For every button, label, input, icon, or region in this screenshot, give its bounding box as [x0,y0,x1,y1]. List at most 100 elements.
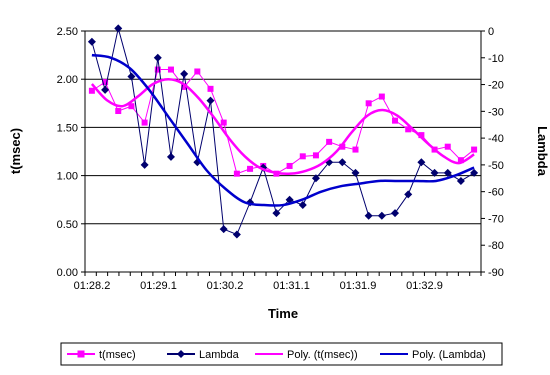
data-point-t-msec [141,119,148,126]
data-point-lambda [153,53,162,62]
left-tick-label: 2.00 [57,74,78,86]
data-point-lambda [87,37,96,46]
data-point-t-msec [392,117,399,124]
y-axis-right-title: Lambda [535,126,550,177]
data-point-t-msec [457,157,464,164]
series-line-lambda [91,28,475,236]
right-tick-label: -80 [488,240,504,252]
data-point-lambda [206,96,215,105]
data-point-t-msec [88,87,95,94]
data-point-lambda [219,225,228,234]
data-point-t-msec [167,66,174,73]
left-axis: 0.00 0.50 1.00 1.50 2.00 2.50 [57,26,85,279]
y-axis-left-title: t(msec) [8,128,23,174]
right-tick-label: -50 [488,160,504,172]
x-tick-label: 01:31.9 [340,280,377,292]
series-layer [87,24,479,239]
data-point-lambda [430,168,439,177]
data-point-lambda [391,209,400,218]
data-point-lambda [140,160,149,169]
legend-marker-lambda [177,350,185,358]
data-point-lambda [364,211,373,220]
left-tick-label: 0.00 [57,267,78,279]
legend-label-lambda: Lambda [199,349,240,361]
x-tick-label: 01:32.9 [406,280,443,292]
data-point-t-msec [444,143,451,150]
right-axis: 0 -10 -20 -30 -40 -50 -60 -70 -80 -90 [481,26,504,279]
right-tick-label: 0 [488,26,494,38]
data-point-t-msec [102,79,109,86]
trend-line-poly-lambda [91,53,475,207]
right-tick-label: -70 [488,213,504,225]
series-poly-lambda [91,53,475,207]
legend-marker-t-msec [77,350,85,358]
data-point-t-msec [339,143,346,150]
data-point-lambda [443,168,452,177]
right-tick-label: -10 [488,53,504,65]
left-tick-label: 2.50 [57,26,78,38]
legend-label-poly-t-msec: Poly. (t(msec)) [287,349,358,361]
data-point-t-msec [312,152,319,159]
data-point-t-msec [194,68,201,75]
data-point-t-msec [154,66,161,73]
data-point-lambda [127,72,136,81]
data-point-t-msec [299,153,306,160]
x-tick-label: 01:30.2 [207,280,244,292]
data-point-lambda [311,174,320,183]
legend-label-t-msec: t(msec) [99,349,136,361]
data-point-t-msec [471,146,478,153]
x-tick-label: 01:29.1 [140,280,177,292]
data-point-t-msec [352,146,359,153]
data-point-t-msec [220,119,227,126]
left-tick-label: 0.50 [57,219,78,231]
right-tick-label: -40 [488,133,504,145]
data-point-t-msec [115,108,122,115]
data-point-t-msec [233,170,240,177]
data-point-t-msec [207,85,214,92]
left-tick-label: 1.00 [57,171,78,183]
data-point-t-msec [128,103,135,110]
data-point-t-msec [378,93,385,100]
legend-item-t-msec: t(msec) [67,349,136,361]
data-point-lambda [338,158,347,167]
right-tick-label: -90 [488,267,504,279]
data-point-lambda [417,158,426,167]
series-poly-t-msec [90,77,475,176]
legend-item-poly-t-msec: Poly. (t(msec)) [255,349,358,361]
legend-label-poly-lambda: Poly. (Lambda) [412,349,486,361]
data-point-t-msec [181,83,188,90]
x-tick-label: 01:28.2 [74,280,111,292]
series-lambda [87,24,479,239]
data-point-lambda [351,168,360,177]
x-tick-label: 01:31.1 [273,280,310,292]
left-tick-label: 1.50 [57,122,78,134]
data-point-lambda [180,69,189,78]
trend-line-poly-t-msec [90,77,475,176]
legend-item-poly-lambda: Poly. (Lambda) [380,349,486,361]
data-point-lambda [404,190,413,199]
data-point-lambda [166,152,175,161]
data-point-t-msec [247,165,254,172]
legend: t(msec) Lambda Poly. (t(msec)) Poly. (La… [60,342,503,366]
data-point-lambda [377,211,386,220]
data-point-lambda [232,230,241,239]
data-point-lambda [101,85,110,94]
right-tick-label: -30 [488,106,504,118]
data-point-t-msec [326,138,333,145]
right-tick-label: -20 [488,80,504,92]
data-point-t-msec [286,162,293,169]
data-point-t-msec [405,126,412,133]
data-point-lambda [272,209,281,218]
data-point-lambda [456,176,465,185]
data-point-lambda [114,24,123,33]
data-point-lambda [470,168,479,177]
x-axis: 01:28.2 01:29.1 01:30.2 01:31.1 01:31.9 01:32… [74,272,482,292]
legend-item-lambda: Lambda [167,349,240,361]
data-point-t-msec [418,132,425,139]
gridlines [85,78,481,225]
data-point-lambda [285,195,294,204]
data-point-t-msec [365,100,372,107]
